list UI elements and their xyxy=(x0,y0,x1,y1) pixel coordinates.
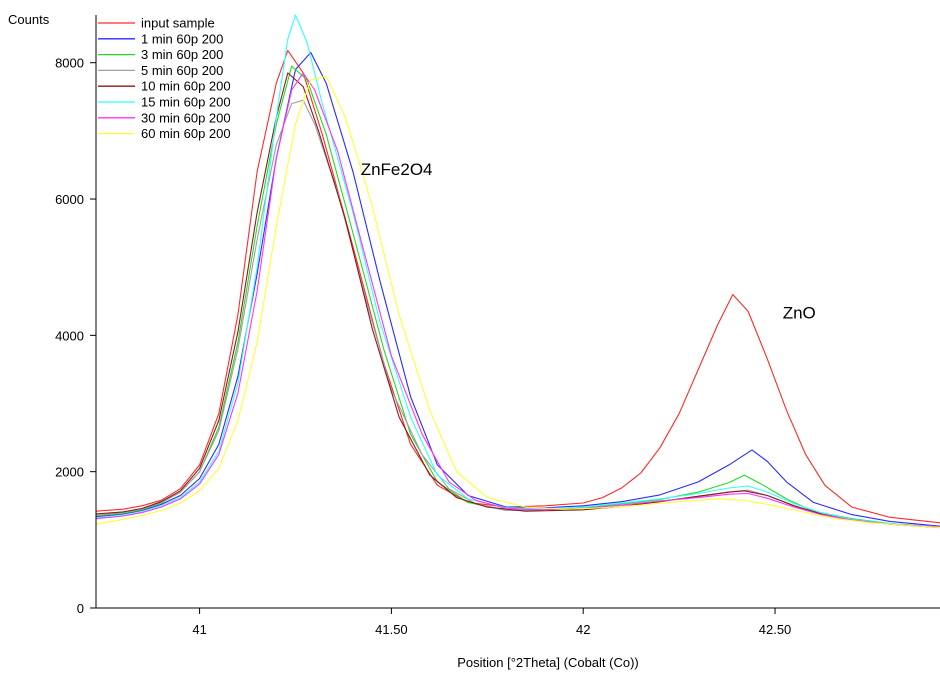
plot-area xyxy=(95,14,940,529)
annotations: ZnFe2O4 ZnO xyxy=(361,160,816,322)
x-tick-label: 41.50 xyxy=(375,622,408,637)
y-tick-label: 4000 xyxy=(55,328,84,343)
series-line-5 xyxy=(95,72,940,529)
legend-label: 1 min 60p 200 xyxy=(141,31,223,46)
legend-label: 5 min 60p 200 xyxy=(141,63,223,78)
y-tick-label: 0 xyxy=(77,601,84,616)
series-layer xyxy=(95,14,940,529)
x-axis: 41 41.50 42 42.50 xyxy=(192,608,791,637)
legend-label: 15 min 60p 200 xyxy=(141,95,231,110)
legend-label: input sample xyxy=(141,16,215,31)
y-axis-title: Counts xyxy=(8,12,50,27)
y-axis-label: Counts xyxy=(8,12,50,27)
legend-label: 30 min 60p 200 xyxy=(141,110,231,125)
series-line-7 xyxy=(95,72,940,528)
legend-label: 10 min 60p 200 xyxy=(141,79,231,94)
series-line-8 xyxy=(95,75,940,529)
y-tick-label: 8000 xyxy=(55,56,84,71)
y-tick-label: 2000 xyxy=(55,465,84,480)
series-line-2 xyxy=(95,51,940,527)
x-tick-label: 42.50 xyxy=(759,622,792,637)
series-line-6 xyxy=(95,14,940,528)
legend-label: 3 min 60p 200 xyxy=(141,47,223,62)
legend-label: 60 min 60p 200 xyxy=(141,126,231,141)
peak-annotation-1: ZnFe2O4 xyxy=(361,160,433,179)
x-tick-label: 42 xyxy=(576,622,590,637)
peak-annotation-2: ZnO xyxy=(783,303,816,322)
y-tick-label: 6000 xyxy=(55,192,84,207)
x-axis-label: Position [°2Theta] (Cobalt (Co)) xyxy=(457,655,639,670)
x-tick-label: 41 xyxy=(192,622,206,637)
y-axis: 0 2000 4000 6000 8000 xyxy=(55,56,96,616)
